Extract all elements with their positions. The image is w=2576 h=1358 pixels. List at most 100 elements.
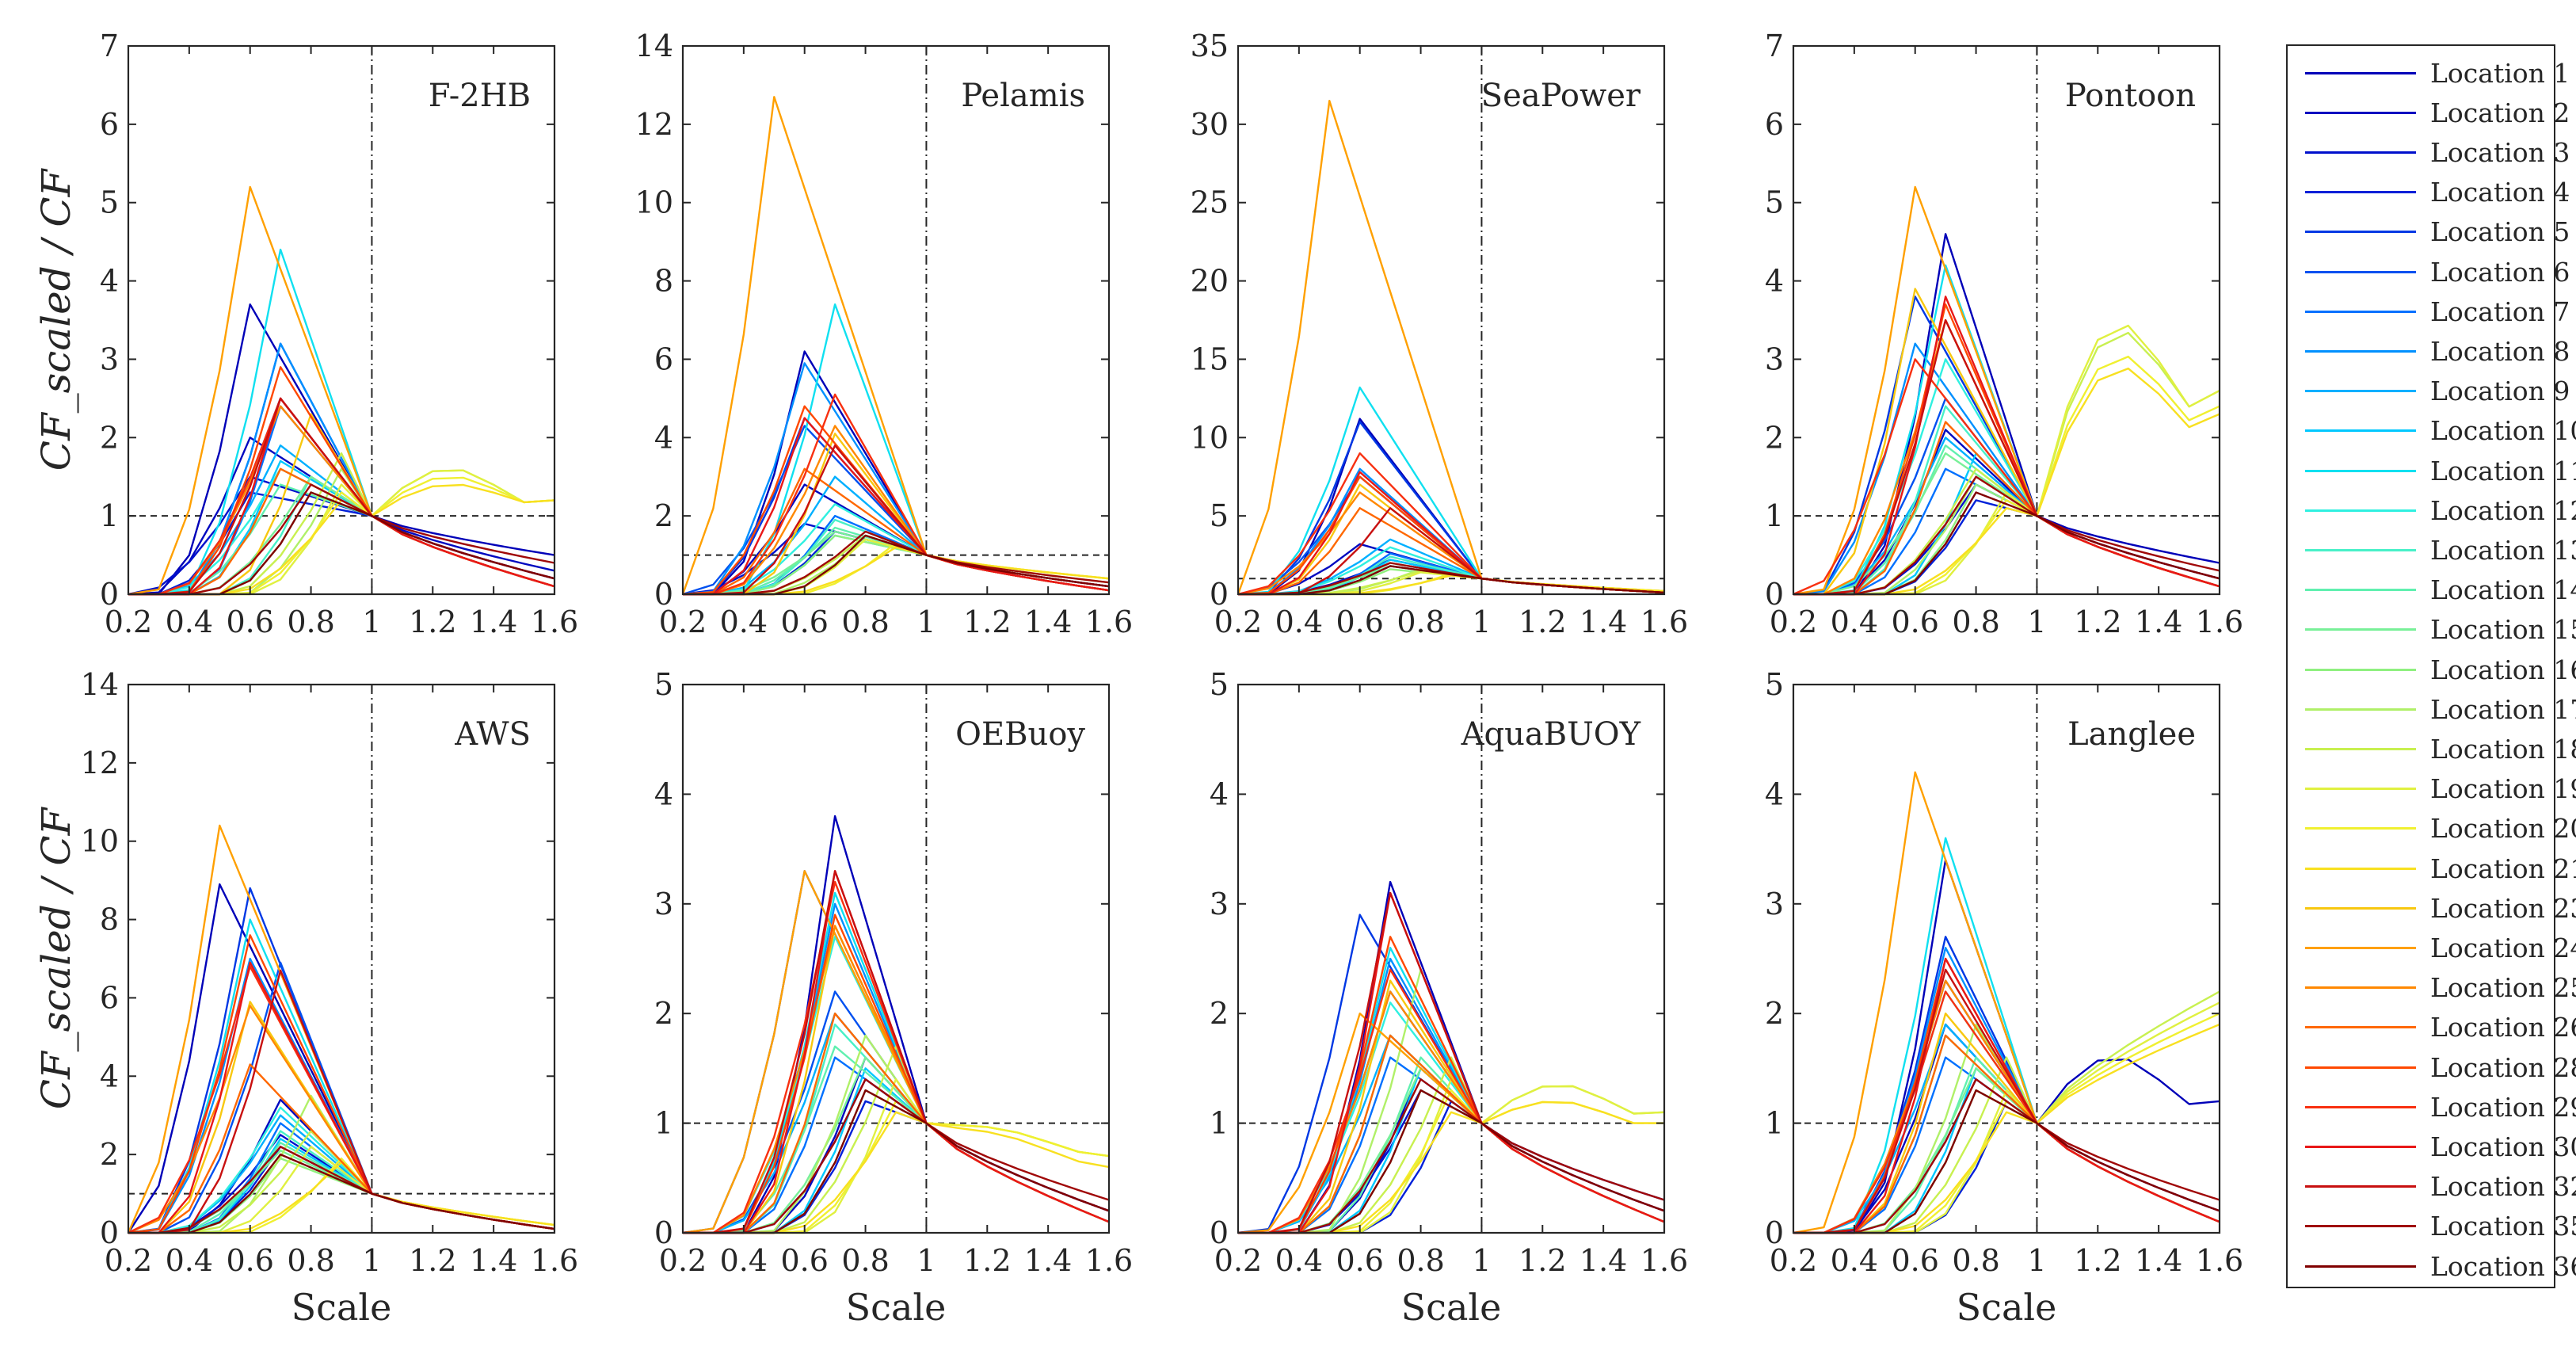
y-tick-label: 5	[1765, 667, 1784, 702]
x-tick-label: 1.4	[1024, 605, 1072, 639]
legend-item: Location 10	[2288, 412, 2576, 450]
x-tick-label: 0.2	[1214, 1243, 1262, 1278]
y-tick-label: 4	[100, 1059, 119, 1093]
y-axis-label: CF_scaled / CF	[33, 806, 79, 1109]
legend-label: Location 19	[2430, 773, 2576, 805]
legend-swatch	[2305, 111, 2416, 114]
legend-label: Location 23	[2430, 892, 2576, 924]
x-tick-label: 1	[916, 605, 936, 639]
series-line-location-35	[683, 530, 1110, 596]
legend-item: Location 24	[2288, 929, 2576, 967]
y-tick-label: 4	[654, 420, 673, 455]
series-line-location-8	[683, 902, 1110, 1234]
legend-item: Location 3	[2288, 133, 2570, 171]
x-tick-label: 0.4	[720, 605, 768, 639]
x-tick-label: 0.6	[1336, 1243, 1383, 1278]
y-tick-label: 10	[1191, 420, 1229, 455]
axes-box	[1237, 683, 1666, 1234]
legend-label: Location 16	[2430, 654, 2576, 685]
series-line-location-2	[1793, 1023, 2220, 1234]
x-tick-label: 0.8	[841, 605, 889, 639]
y-tick-label: 30	[1191, 107, 1229, 142]
series-line-location-2	[1793, 429, 2220, 596]
subplot-langlee: 0 1 2 3 4 5 0.2 0.4 0.6 0.8 1 1.2 1.4 1.6 Langlee Scale	[1765, 667, 2243, 1329]
x-tick-label: 0.2	[1214, 605, 1262, 639]
legend-swatch	[2305, 708, 2416, 711]
y-tick-label: 0	[1210, 1215, 1229, 1250]
x-tick-label: 1.2	[2074, 605, 2121, 639]
series-line-location-18	[128, 452, 555, 596]
x-tick-label: 0.2	[105, 605, 152, 639]
series-line-location-35	[1238, 1078, 1665, 1234]
axes-box	[1792, 44, 2221, 596]
y-tick-label: 0	[654, 577, 673, 612]
x-axis-label: Scale	[1957, 1286, 2057, 1329]
legend-label: Location 14	[2430, 574, 2576, 606]
x-tick-label: 1.4	[1580, 605, 1627, 639]
x-tick-label: 0.4	[720, 1243, 768, 1278]
legend-item: Location 1	[2288, 54, 2570, 92]
legend-swatch	[2305, 867, 2416, 870]
legend-item: Location 23	[2288, 889, 2576, 927]
legend-item: Location 26	[2288, 1009, 2576, 1047]
x-tick-label: 0.6	[226, 1243, 273, 1278]
series-line-location-35	[128, 483, 555, 596]
x-tick-label: 1.6	[1085, 605, 1133, 639]
series-line-location-5	[1793, 936, 2220, 1234]
y-tick-label: 6	[1765, 107, 1784, 142]
legend-label: Location 30	[2430, 1131, 2576, 1162]
y-tick-label: 0	[100, 577, 119, 612]
x-tick-label: 0.8	[1397, 605, 1444, 639]
series-line-location-1	[128, 303, 555, 596]
legend-swatch	[2305, 628, 2416, 631]
x-tick-label: 1.2	[409, 605, 456, 639]
x-tick-label: 1.4	[470, 605, 517, 639]
legend-label: Location 5	[2430, 216, 2570, 248]
x-tick-label: 1.2	[963, 605, 1011, 639]
x-tick-label: 0.6	[1891, 605, 1938, 639]
legend-item: Location 9	[2288, 372, 2570, 410]
series-line-location-24	[1237, 99, 1665, 595]
legend-item: Location 20	[2288, 810, 2576, 848]
legend-swatch	[2305, 589, 2416, 592]
legend-label: Location 4	[2430, 177, 2570, 208]
x-tick-label: 0.8	[287, 1243, 334, 1278]
x-tick-label: 0.8	[841, 1243, 889, 1278]
legend-label: Location 35	[2430, 1211, 2576, 1242]
legend-item: Location 5	[2288, 213, 2570, 251]
y-tick-label: 1	[654, 1106, 673, 1141]
legend-swatch	[2305, 429, 2416, 433]
x-tick-label: 1.6	[2196, 1243, 2243, 1278]
y-tick-label: 3	[1765, 887, 1784, 921]
x-tick-label: 1.6	[531, 605, 578, 639]
y-tick-label: 20	[1191, 264, 1229, 299]
axes-box	[1237, 44, 1666, 596]
x-axis-label: Scale	[1401, 1286, 1502, 1329]
legend-item: Location 4	[2288, 174, 2570, 212]
x-tick-label: 1.4	[1024, 1243, 1072, 1278]
y-tick-label: 5	[1765, 185, 1784, 220]
series-line-location-28	[1238, 936, 1665, 1234]
legend-label: Location 32	[2430, 1171, 2576, 1203]
x-tick-label: 1.4	[2135, 605, 2182, 639]
y-tick-label: 2	[100, 1137, 119, 1172]
series-line-location-23	[683, 433, 1110, 596]
legend-swatch	[2305, 1026, 2416, 1029]
subplot-oebuoy: 0 1 2 3 4 5 0.2 0.4 0.6 0.8 1 1.2 1.4 1.6 OEBuoy Scale	[654, 667, 1133, 1329]
x-tick-label: 1	[2027, 605, 2046, 639]
y-tick-label: 6	[100, 980, 119, 1015]
legend-label: Location 10	[2430, 415, 2576, 447]
y-tick-label: 1	[1765, 1106, 1784, 1141]
legend-item: Location 21	[2288, 849, 2576, 887]
subplot-pelamis: 0 2 4 6 8 10 12 14 0.2 0.4 0.6 0.8 1 1.2 1.4 1.6 Pelamis	[635, 29, 1134, 639]
legend-swatch	[2305, 231, 2416, 234]
x-tick-label: 1	[916, 1243, 936, 1278]
x-tick-label: 0.2	[659, 605, 707, 639]
legend-swatch	[2305, 349, 2416, 353]
series-line-location-12	[1238, 1001, 1665, 1234]
x-tick-label: 1.2	[1519, 1243, 1566, 1278]
legend-label: Location 11	[2430, 455, 2576, 486]
legend-label: Location 13	[2430, 534, 2576, 566]
subplot-f-2hb: 0 1 2 3 4 5 6 7 0.2 0.4 0.6 0.8 1 1.2 1.4 1.6 F-2HB	[100, 29, 578, 639]
